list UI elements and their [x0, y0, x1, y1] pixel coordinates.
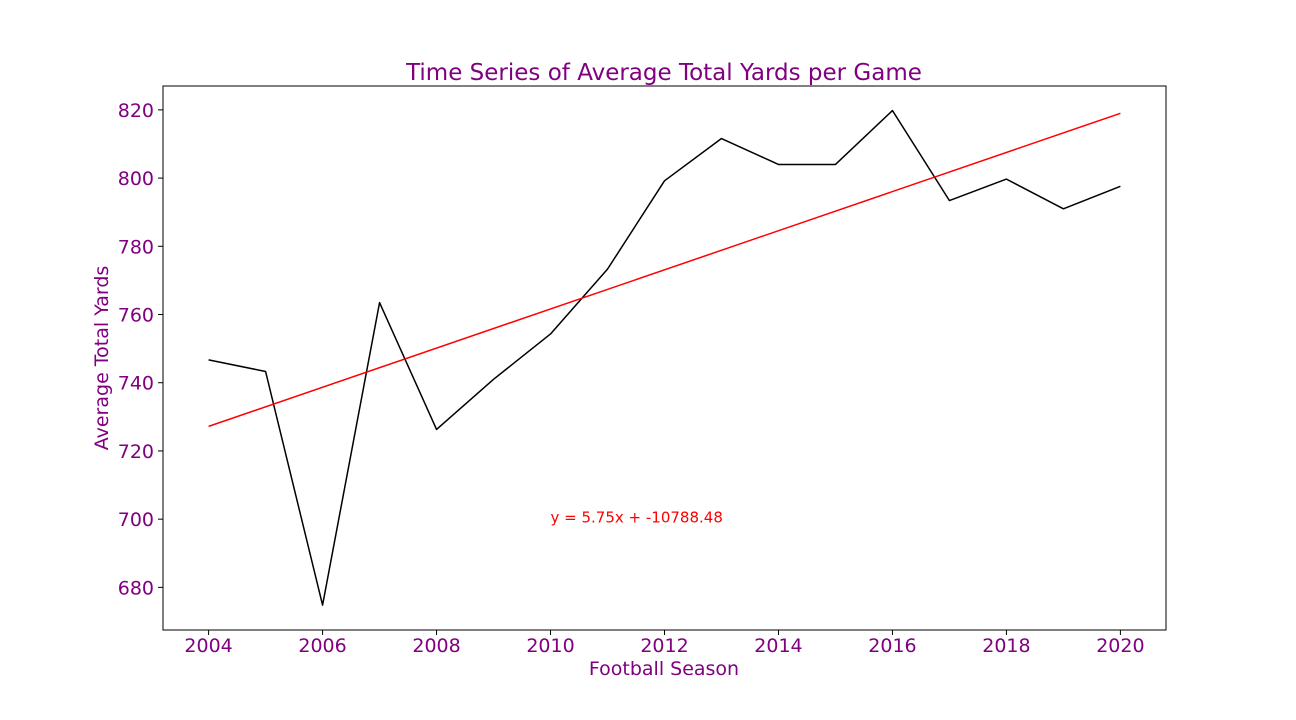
- x-tick-label: 2010: [526, 635, 574, 657]
- trendline-equation-annotation: y = 5.75x + -10788.48: [551, 508, 723, 526]
- x-tick-label: 2006: [298, 635, 346, 657]
- x-tick-label: 2014: [754, 635, 802, 657]
- trend-line: [208, 112, 1121, 428]
- data-series-line: [208, 109, 1121, 606]
- x-tick-label: 2016: [868, 635, 916, 657]
- x-tick-label: 2018: [982, 635, 1030, 657]
- y-tick-label: 680: [118, 577, 154, 599]
- x-tick-label: 2008: [412, 635, 460, 657]
- y-tick-label: 820: [118, 100, 154, 122]
- y-tick-label: 720: [118, 441, 154, 463]
- x-tick-label: 2012: [640, 635, 688, 657]
- y-tick-label: 700: [118, 509, 154, 531]
- y-tick-label: 740: [118, 373, 154, 395]
- y-tick-label: 780: [118, 236, 154, 258]
- chart-title: Time Series of Average Total Yards per G…: [405, 60, 922, 86]
- y-axis-label: Average Total Yards: [91, 266, 113, 451]
- x-tick-label: 2020: [1096, 635, 1144, 657]
- x-axis-label: Football Season: [589, 658, 739, 680]
- y-tick-label: 800: [118, 168, 154, 190]
- series-layer: [208, 109, 1121, 606]
- x-tick-label: 2004: [184, 635, 232, 657]
- y-axis-ticks: 680 700 720 740 760 780 800 820: [118, 100, 163, 599]
- y-tick-label: 760: [118, 305, 154, 327]
- annotation-layer: y = 5.75x + -10788.48: [551, 508, 723, 526]
- x-axis-ticks: 2004 2006 2008 2010 2012 2014 2016 2018 2020: [184, 630, 1145, 657]
